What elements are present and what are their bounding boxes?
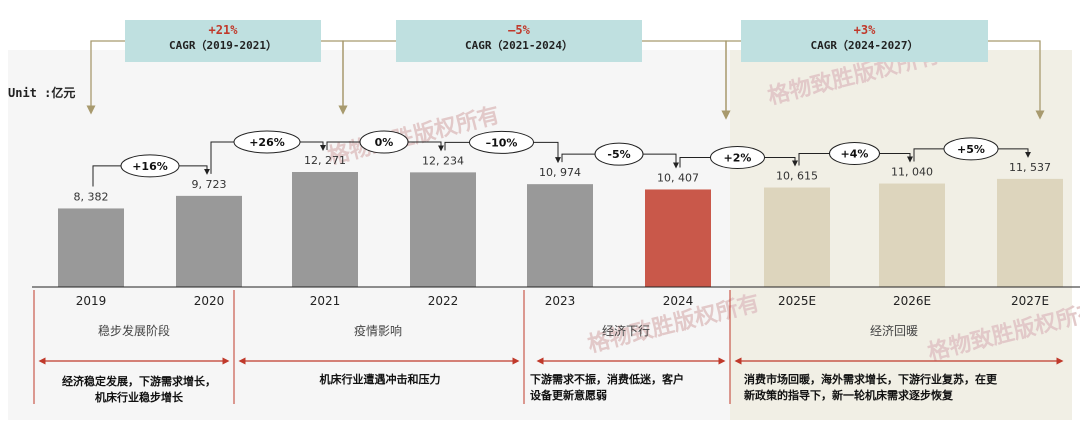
data-label-2019: 8, 382	[74, 190, 109, 203]
data-label-2024: 10, 407	[657, 171, 699, 184]
growth-oval	[943, 137, 999, 161]
phase-description-recovery: 消费市场回暖，海外需求增长，下游行业复苏，在更 新政策的指导下，新一轮机床需求逐…	[744, 372, 1074, 404]
data-label-2021: 12, 271	[304, 154, 346, 167]
growth-label: +2%	[724, 152, 752, 165]
data-label-2026E: 11, 040	[891, 166, 933, 179]
bar-2023	[527, 184, 593, 287]
x-tick-label-2022: 2022	[428, 294, 459, 308]
growth-oval	[594, 142, 644, 166]
cagr-box-2024-2027: +3% CAGR（2024-2027）	[741, 20, 988, 62]
data-label-2027E: 11, 537	[1009, 161, 1051, 174]
phase-description-stable-growth: 经济稳定发展，下游需求增长， 机床行业稳步增长	[44, 374, 234, 406]
growth-oval	[469, 130, 534, 154]
phase-label-downturn: 经济下行	[601, 324, 651, 338]
cagr-connector-arrow	[721, 40, 741, 120]
description-line: 消费市场回暖，海外需求增长，下游行业复苏，在更	[744, 373, 997, 386]
data-label-2023: 10, 974	[539, 166, 581, 179]
phase-label-stable-growth: 稳步发展阶段	[97, 324, 171, 338]
phase-description-pandemic: 机床行业遭遇冲击和压力	[236, 372, 524, 388]
bar-2024	[645, 189, 711, 287]
phase-label-recovery: 经济回暖	[869, 324, 919, 338]
bar-2026E	[879, 183, 945, 287]
growth-oval	[710, 146, 765, 170]
cagr-box-2021-2024: –5% CAGR（2021-2024）	[396, 20, 642, 62]
growth-label: +16%	[132, 160, 168, 173]
x-tick-label-2021: 2021	[310, 294, 341, 308]
data-label-2020: 9, 723	[192, 178, 227, 191]
unit-label: Unit :亿元	[8, 86, 76, 100]
cagr-value: –5%	[508, 23, 530, 37]
x-tick-label-2026E: 2026E	[893, 294, 931, 308]
data-label-2022: 12, 234	[422, 154, 464, 167]
cagr-label: CAGR（2021-2024）	[464, 39, 574, 52]
bar-2027E	[997, 178, 1063, 287]
growth-oval	[233, 130, 301, 154]
x-tick-label-2024: 2024	[663, 294, 694, 308]
x-tick-label-2020: 2020	[194, 294, 225, 308]
description-line: 机床行业稳步增长	[95, 391, 183, 404]
growth-oval	[359, 130, 409, 154]
cagr-label: CAGR（2024-2027）	[810, 39, 919, 52]
cagr-box-2019-2021: +21% CAGR（2019-2021）	[125, 20, 321, 62]
description-line: 机床行业遭遇冲击和压力	[319, 373, 441, 386]
bar-2021	[292, 172, 358, 287]
growth-label: -5%	[607, 148, 630, 161]
growth-oval	[829, 142, 880, 166]
bar-2020	[176, 195, 242, 287]
description-line: 设备更新意愿弱	[530, 389, 607, 402]
x-tick-label-2025E: 2025E	[778, 294, 816, 308]
growth-label: +4%	[841, 148, 869, 161]
description-line: 经济稳定发展，下游需求增长，	[62, 375, 216, 388]
x-tick-label-2027E: 2027E	[1011, 294, 1049, 308]
x-tick-label-2019: 2019	[76, 294, 107, 308]
phase-label-pandemic: 疫情影响	[353, 324, 403, 338]
cagr-connector-arrow	[988, 40, 1045, 120]
cagr-connector-arrow	[338, 40, 396, 115]
cagr-value: +3%	[853, 23, 876, 37]
growth-label: +26%	[249, 136, 285, 149]
bar-2022	[410, 172, 476, 287]
description-line: 下游需求不振，消费低迷，客户	[530, 373, 684, 386]
cagr-connector-arrow	[86, 40, 125, 115]
cagr-value: +21%	[208, 23, 238, 37]
bar-2025E	[764, 187, 830, 287]
phase-description-downturn: 下游需求不振，消费低迷，客户 设备更新意愿弱	[530, 372, 726, 404]
cagr-label: CAGR（2019-2021）	[168, 39, 278, 52]
bar-2019	[58, 208, 124, 287]
growth-label: –10%	[486, 136, 518, 149]
x-tick-label-2023: 2023	[545, 294, 576, 308]
description-line: 新政策的指导下，新一轮机床需求逐步恢复	[744, 389, 953, 402]
growth-label: 0%	[375, 136, 394, 149]
growth-oval	[120, 154, 180, 178]
data-label-2025E: 10, 615	[776, 170, 818, 183]
growth-label: +5%	[957, 143, 985, 156]
